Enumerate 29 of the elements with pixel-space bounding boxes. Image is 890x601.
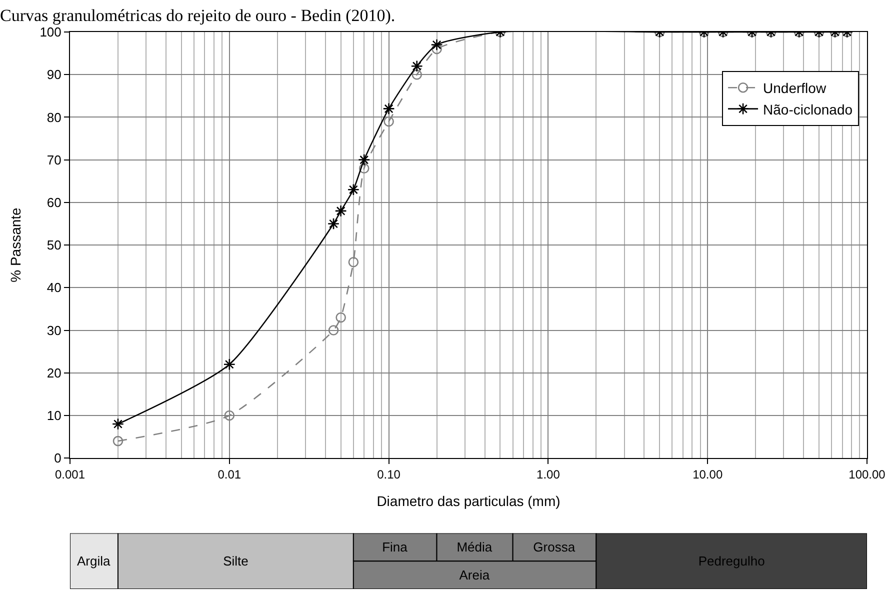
y-tick-label: 80: [46, 110, 62, 125]
legend-label: Underflow: [763, 80, 827, 96]
y-tick-label: 100: [40, 24, 62, 40]
y-tick-label: 70: [46, 152, 62, 168]
y-tick-label: 50: [46, 238, 62, 253]
data-label: Silte: [223, 554, 248, 569]
x-axis-title: Diametro das particulas (mm): [376, 492, 560, 509]
y-tick-label: 20: [46, 365, 62, 380]
y-tick-label: 40: [46, 280, 62, 296]
data-label: Pedregulho: [698, 554, 765, 569]
y-tick-label: 60: [46, 194, 62, 210]
x-tick-label: 10.00: [692, 468, 723, 482]
x-tick-label: 0.10: [377, 468, 401, 482]
x-tick-label: 0.01: [218, 468, 242, 482]
y-tick-label: 10: [46, 408, 62, 424]
data-label: Argila: [76, 554, 111, 569]
x-tick-label: 0.001: [54, 468, 86, 482]
x-tick-label: 1.00: [536, 468, 560, 482]
chart-title: Curvas granulométricas do rejeito de ouro - Bedin (2010).: [0, 6, 396, 25]
x-tick-label: 100.00: [848, 468, 886, 482]
y-axis-title: % Passante: [7, 207, 24, 282]
y-tick-label: 0: [54, 450, 62, 466]
data-label: Grossa: [533, 540, 576, 555]
data-label: Média: [456, 540, 493, 555]
data-label: Fina: [382, 540, 408, 555]
y-tick-label: 30: [46, 322, 62, 338]
y-tick-label: 90: [46, 67, 62, 82]
data-label: Areia: [459, 568, 490, 583]
legend-label: Não-ciclonado: [763, 101, 853, 118]
